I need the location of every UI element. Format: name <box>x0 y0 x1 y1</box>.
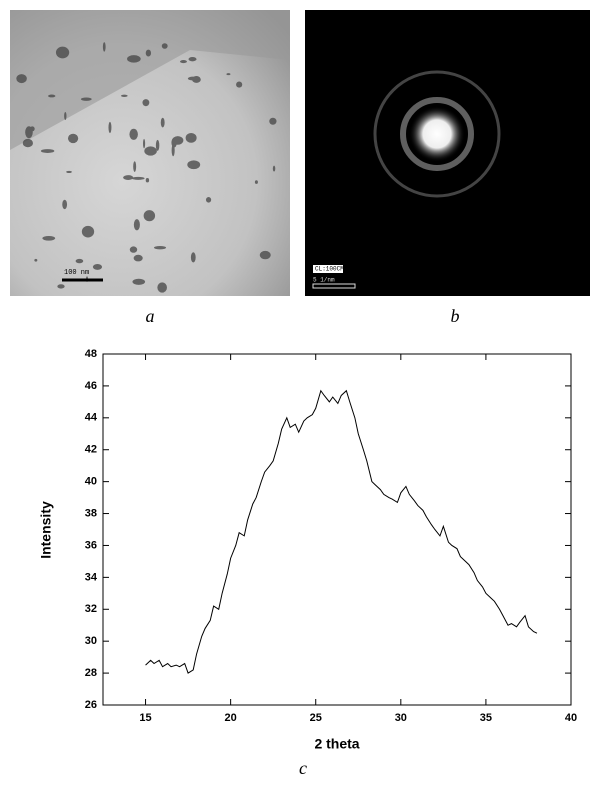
tem-image: 100 nm <box>10 10 290 296</box>
particle <box>236 82 242 88</box>
particle <box>103 42 106 51</box>
data-line <box>146 391 537 673</box>
particle <box>41 149 54 153</box>
x-tick-label: 35 <box>480 712 492 724</box>
particle <box>68 134 78 143</box>
particle <box>187 160 200 169</box>
particle <box>162 43 168 49</box>
particle <box>132 177 145 180</box>
panel-label: a <box>146 306 155 326</box>
particle <box>260 251 271 259</box>
particle <box>23 139 33 147</box>
panel-label: b <box>451 306 460 326</box>
particle <box>132 279 145 285</box>
particle <box>123 175 133 180</box>
y-tick-label: 40 <box>85 476 97 488</box>
y-tick-label: 28 <box>85 667 97 679</box>
particle <box>226 73 230 75</box>
y-tick-label: 32 <box>85 603 97 615</box>
particle <box>93 264 102 270</box>
particle <box>66 171 72 173</box>
particle <box>25 126 33 138</box>
particle <box>154 246 166 249</box>
particle <box>42 236 55 241</box>
particle <box>108 122 111 133</box>
particle <box>144 210 155 221</box>
particle <box>157 282 167 292</box>
particle <box>129 129 137 140</box>
particle <box>57 284 64 288</box>
particle <box>191 252 196 262</box>
particle <box>255 180 258 184</box>
particle <box>134 219 140 230</box>
particle <box>34 259 37 262</box>
x-axis-label: 2 theta <box>314 736 359 752</box>
particle <box>188 77 198 81</box>
y-tick-label: 44 <box>85 412 98 424</box>
particle <box>121 95 128 97</box>
x-tick-label: 25 <box>310 712 322 724</box>
particle <box>142 99 149 106</box>
x-tick-label: 20 <box>225 712 237 724</box>
particle <box>186 133 197 143</box>
particle <box>206 197 211 203</box>
particle <box>273 166 275 172</box>
x-tick-label: 15 <box>139 712 151 724</box>
x-tick-label: 30 <box>395 712 407 724</box>
scale-bar-label: 5 1/nm <box>313 277 335 284</box>
x-tick-label: 40 <box>565 712 577 724</box>
panel-label: c <box>299 758 307 778</box>
particle <box>172 144 175 156</box>
scale-bar-label: 100 nm <box>64 269 89 277</box>
particle <box>180 60 187 63</box>
particle <box>172 136 183 145</box>
particle <box>146 178 149 182</box>
y-tick-label: 30 <box>85 635 97 647</box>
particle <box>143 139 145 149</box>
particle <box>16 74 26 83</box>
particle <box>56 47 69 59</box>
particle <box>269 118 276 125</box>
particle <box>82 226 94 238</box>
y-tick-label: 38 <box>85 507 97 519</box>
camera-length: CL:100CM <box>315 266 344 273</box>
y-tick-label: 48 <box>85 348 97 360</box>
particle <box>81 98 92 101</box>
particle <box>161 118 165 128</box>
particle <box>134 255 143 262</box>
particle <box>130 246 137 252</box>
y-tick-label: 46 <box>85 380 97 392</box>
y-tick-label: 34 <box>85 571 98 583</box>
y-tick-label: 26 <box>85 699 97 711</box>
particle <box>189 57 197 61</box>
y-tick-label: 36 <box>85 539 97 551</box>
y-tick-label: 42 <box>85 444 97 456</box>
plot-frame <box>103 354 571 705</box>
particle <box>48 95 55 98</box>
particle <box>127 55 141 63</box>
particle <box>146 50 151 57</box>
diffraction-image: CL:100CM 5 1/nm <box>305 10 590 296</box>
particle <box>64 112 66 120</box>
particle <box>144 146 157 155</box>
y-axis-label: Intensity <box>38 501 54 559</box>
particle <box>76 259 84 263</box>
particle <box>133 161 136 172</box>
particle <box>62 200 67 209</box>
figure: 100 nm CL:100CM 5 1/nm a b c 2 theta Int… <box>0 0 598 782</box>
particle <box>59 48 62 50</box>
